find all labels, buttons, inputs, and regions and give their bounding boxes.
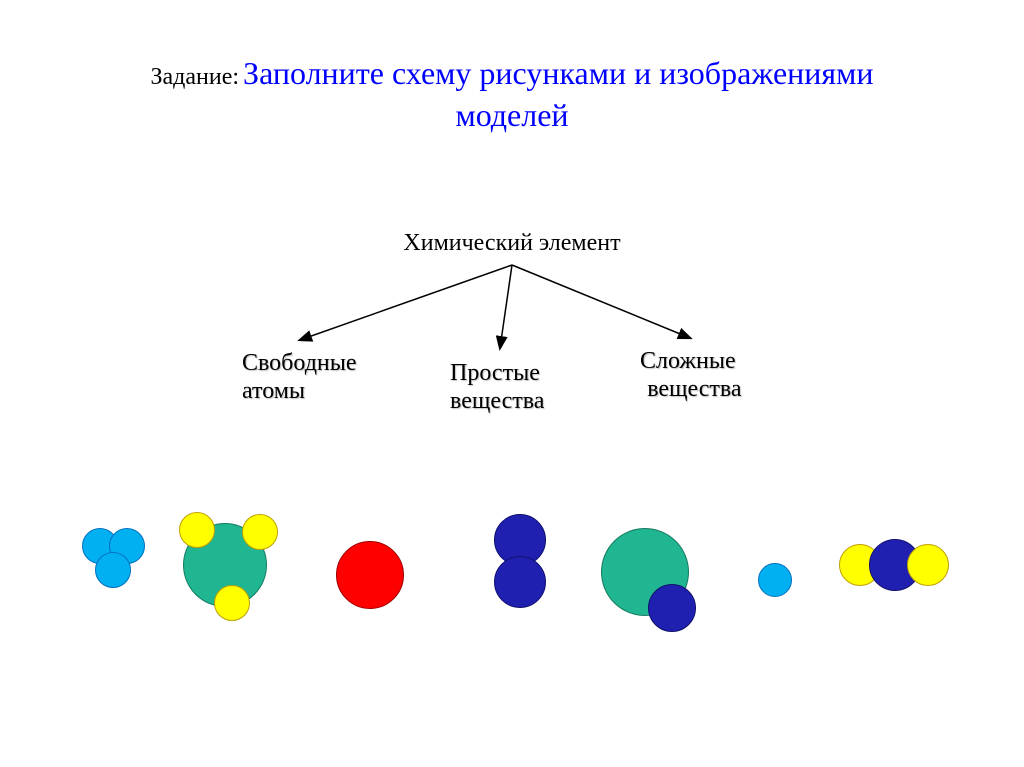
atom-green-with-yellows-2	[242, 514, 278, 550]
atom-green-navy-1	[648, 584, 696, 632]
atom-navy-pair-1	[494, 556, 546, 608]
molecule-row	[0, 0, 1024, 767]
atom-cyan-trimer-2	[95, 552, 131, 588]
atom-green-with-yellows-1	[179, 512, 215, 548]
atom-green-with-yellows-3	[214, 585, 250, 621]
atom-cyan-single-0	[758, 563, 792, 597]
atom-yellow-navy-yellow-2	[907, 544, 949, 586]
atom-red-single-0	[336, 541, 404, 609]
